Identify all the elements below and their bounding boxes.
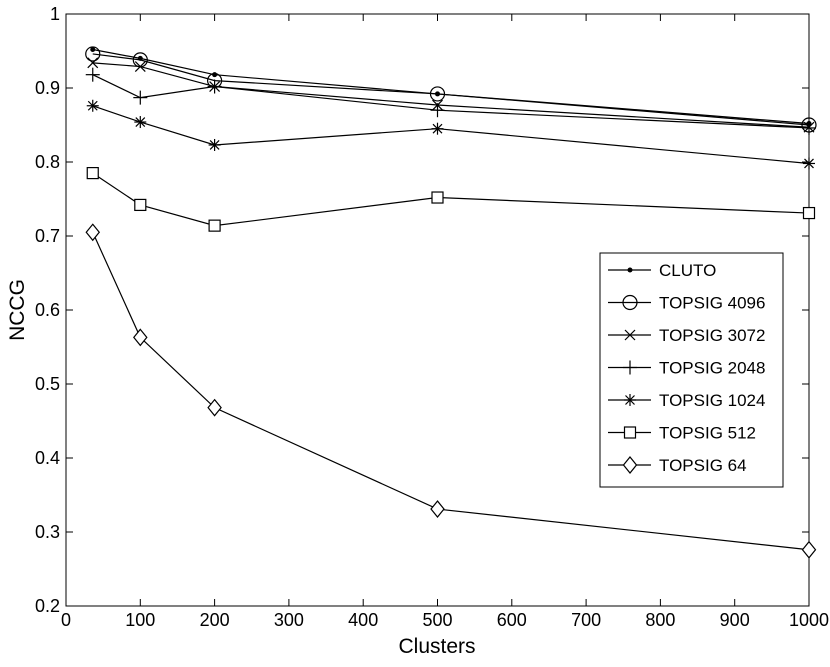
data-point-asterisk	[431, 122, 444, 135]
data-point-circle	[85, 46, 101, 62]
data-point-square	[623, 426, 637, 439]
data-point-circle	[429, 86, 446, 102]
legend-label: TOPSIG 64	[659, 456, 747, 475]
series-topsig-1024	[86, 99, 815, 170]
legend-item: TOPSIG 64	[608, 456, 747, 475]
data-point-square	[208, 219, 221, 232]
data-point-x	[87, 57, 99, 69]
x-tick-label: 400	[348, 610, 378, 630]
data-point-plus	[623, 360, 637, 375]
data-point-square	[431, 191, 444, 204]
legend-label: TOPSIG 3072	[659, 326, 765, 345]
x-tick-label: 200	[200, 610, 230, 630]
legend-label: TOPSIG 4096	[659, 294, 765, 313]
legend-label: TOPSIG 1024	[659, 391, 765, 410]
x-tick-label: 500	[422, 610, 452, 630]
data-point-dot	[627, 267, 633, 273]
data-point-asterisk	[86, 99, 99, 112]
x-tick-label: 800	[645, 610, 675, 630]
y-tick-label: 0.6	[35, 300, 60, 320]
x-axis: 0 100 200 300 400 500 600 700 800 900 1000	[61, 14, 829, 630]
legend-label: TOPSIG 2048	[659, 359, 765, 378]
data-point-plus	[207, 79, 222, 94]
data-point-plus	[430, 103, 445, 118]
legend-items: CLUTO TOPSIG 4096 TOPSIG 3072 TOPSIG 2048 TO…	[608, 261, 765, 475]
data-point-square	[134, 198, 147, 212]
y-tick-label: 0.4	[35, 448, 60, 468]
x-tick-label: 1000	[789, 610, 829, 630]
y-tick-label: 0.7	[35, 226, 60, 246]
data-point-plus	[85, 67, 100, 82]
data-point-asterisk	[803, 157, 815, 170]
legend-label: TOPSIG 512	[659, 424, 756, 443]
data-point-square	[86, 167, 99, 180]
data-point-dot	[90, 47, 96, 53]
legend-item: TOPSIG 4096	[608, 294, 765, 313]
x-tick-label: 300	[274, 610, 304, 630]
legend-item: TOPSIG 512	[608, 424, 756, 443]
series-topsig-2048	[85, 67, 816, 135]
x-axis-title: Clusters	[398, 635, 475, 658]
y-tick-label: 0.3	[35, 522, 60, 542]
series-topsig-512	[86, 167, 816, 232]
data-point-x	[624, 329, 636, 341]
data-point-dot	[212, 72, 218, 78]
y-tick-label: 0.8	[35, 152, 60, 172]
y-tick-label: 0.5	[35, 374, 60, 394]
data-point-diamond	[622, 456, 638, 474]
x-tick-label: 100	[125, 610, 155, 630]
x-tick-label: 0	[61, 610, 71, 630]
y-tick-label: 1	[50, 4, 60, 24]
legend: CLUTO TOPSIG 4096 TOPSIG 3072 TOPSIG 2048 TO…	[599, 252, 784, 488]
data-point-diamond	[801, 540, 817, 559]
x-tick-label: 700	[571, 610, 601, 630]
data-point-diamond	[85, 223, 101, 242]
series-layer	[85, 46, 817, 559]
data-point-asterisk	[134, 116, 147, 129]
data-point-diamond	[430, 500, 445, 519]
x-tick-label: 600	[497, 610, 527, 630]
data-point-diamond	[133, 328, 148, 347]
legend-item: CLUTO	[608, 261, 716, 280]
x-tick-label: 900	[720, 610, 750, 630]
data-point-square	[802, 206, 816, 220]
data-point-asterisk	[624, 394, 636, 406]
legend-item: TOPSIG 2048	[608, 359, 765, 378]
data-point-asterisk	[208, 138, 221, 151]
legend-item: TOPSIG 3072	[608, 326, 765, 345]
y-tick-label: 0.2	[35, 596, 60, 616]
data-point-circle	[622, 294, 638, 311]
y-axis-title: NCCG	[6, 279, 29, 341]
data-point-diamond	[207, 398, 222, 417]
y-axis: 0.2 0.3 0.4 0.5 0.6 0.7 0.8 0.9 1	[35, 4, 809, 616]
data-point-plus	[133, 90, 148, 105]
legend-label: CLUTO	[659, 261, 716, 280]
legend-item: TOPSIG 1024	[608, 391, 765, 410]
y-tick-label: 0.9	[35, 78, 60, 98]
series-topsig-64	[85, 223, 817, 559]
data-point-plus	[802, 120, 816, 135]
data-point-x	[134, 61, 146, 72]
